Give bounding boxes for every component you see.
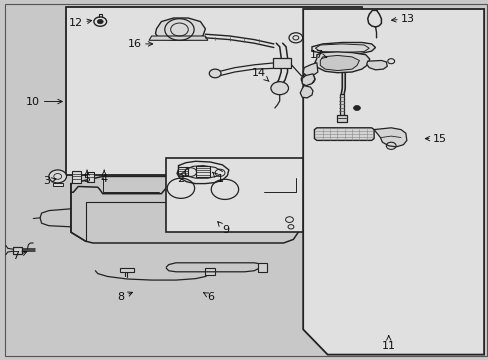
Polygon shape [120, 268, 134, 272]
Polygon shape [87, 172, 94, 182]
Polygon shape [195, 166, 210, 177]
Polygon shape [314, 128, 373, 140]
Polygon shape [72, 171, 81, 183]
Circle shape [49, 170, 66, 183]
Polygon shape [303, 9, 483, 355]
Polygon shape [302, 74, 314, 86]
Text: 13: 13 [391, 14, 414, 24]
Circle shape [270, 82, 288, 95]
Text: 3: 3 [43, 176, 56, 186]
Polygon shape [314, 52, 369, 73]
Text: 7: 7 [12, 251, 27, 261]
Circle shape [209, 69, 221, 78]
Polygon shape [155, 18, 205, 40]
Bar [66, 7, 361, 175]
Polygon shape [339, 94, 343, 115]
Text: 5: 5 [83, 170, 90, 184]
Text: 12: 12 [69, 18, 91, 28]
Polygon shape [178, 167, 188, 176]
Polygon shape [149, 36, 207, 40]
Polygon shape [272, 58, 291, 68]
Polygon shape [53, 183, 62, 186]
Polygon shape [366, 60, 386, 70]
Text: 10: 10 [26, 96, 62, 107]
Polygon shape [300, 86, 312, 98]
Text: 17: 17 [309, 50, 326, 60]
Text: 16: 16 [127, 39, 152, 49]
Text: 8: 8 [118, 292, 132, 302]
Polygon shape [311, 42, 375, 54]
Polygon shape [258, 263, 266, 272]
Text: 15: 15 [425, 134, 446, 144]
Text: 11: 11 [381, 336, 395, 351]
Polygon shape [205, 268, 215, 275]
Polygon shape [373, 128, 406, 147]
Polygon shape [337, 115, 346, 122]
Text: 2: 2 [177, 170, 185, 184]
Circle shape [353, 105, 360, 111]
Text: 6: 6 [203, 292, 214, 302]
Polygon shape [320, 55, 359, 71]
Text: 1: 1 [212, 172, 223, 184]
Text: 9: 9 [217, 222, 229, 235]
Polygon shape [13, 247, 22, 254]
Text: 14: 14 [252, 68, 268, 81]
Circle shape [301, 74, 314, 84]
Bar [166, 158, 303, 232]
Text: 4: 4 [101, 170, 107, 184]
Polygon shape [303, 63, 317, 76]
Circle shape [97, 19, 103, 24]
